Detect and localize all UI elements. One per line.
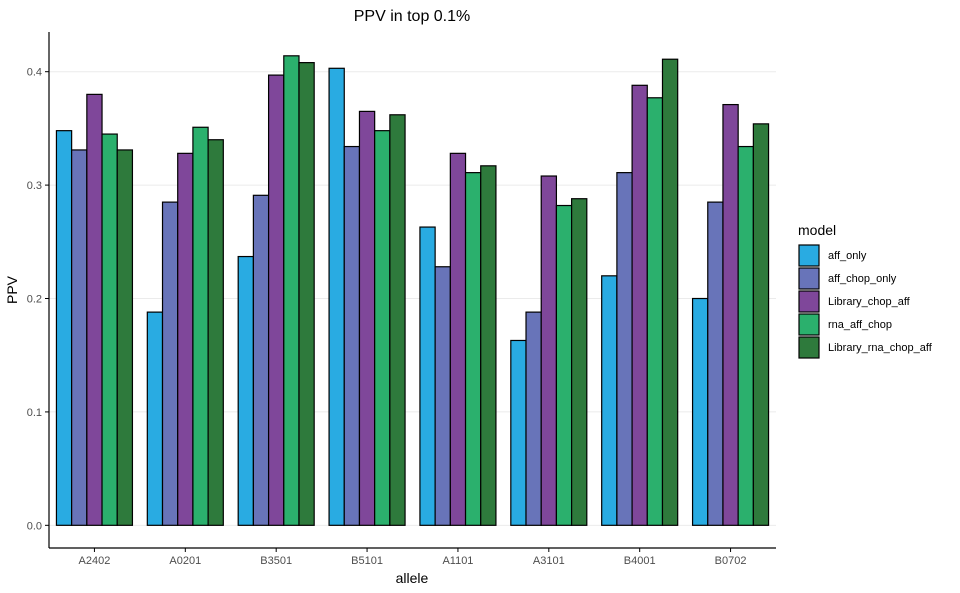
x-tick-label: B0702 (715, 555, 747, 567)
bar (737, 145, 754, 526)
bar (722, 103, 739, 526)
bar (328, 67, 345, 526)
bar (752, 123, 770, 526)
bar (101, 133, 118, 526)
x-tick-label: A2402 (79, 555, 111, 567)
bar (571, 198, 588, 526)
bar (207, 139, 224, 526)
legend-label: aff_only (828, 250, 867, 262)
legend-key (798, 290, 820, 313)
legend-label: aff_chop_only (828, 273, 897, 285)
bar (298, 62, 315, 526)
bar (601, 275, 618, 526)
bar (55, 130, 73, 526)
x-tick-label: B3501 (260, 555, 292, 567)
bar (555, 204, 573, 526)
x-axis-title: allele (396, 570, 429, 586)
bar (434, 266, 451, 526)
y-axis-ticks: 0.0 0.1 0.2 0.3 0.4 (27, 67, 49, 532)
y-tick-label: 0.0 (27, 520, 42, 532)
bar (389, 114, 406, 526)
legend-label: rna_aff_chop (828, 319, 892, 331)
legend-key (798, 313, 820, 336)
chart-title: PPV in top 0.1% (354, 8, 471, 25)
x-axis-ticks: A2402 A0201 B3501 B5101 A1101 A3101 B4001 B0702 (79, 548, 747, 567)
bar (116, 149, 134, 526)
x-tick-label: B5101 (351, 555, 383, 567)
x-tick-label: A1101 (442, 555, 473, 567)
y-tick-label: 0.3 (27, 180, 42, 192)
x-tick-label: A3101 (533, 555, 565, 567)
bar (71, 149, 88, 526)
bar (661, 58, 679, 526)
y-axis-title: PPV (4, 275, 20, 304)
bar (646, 97, 664, 526)
x-tick-label: A0201 (169, 555, 201, 567)
bar (480, 165, 497, 526)
bar (449, 152, 467, 526)
bar (192, 126, 209, 526)
bars (55, 55, 770, 526)
legend-key (798, 267, 820, 290)
bar (358, 110, 376, 526)
legend-title: model (798, 222, 836, 238)
bar (419, 226, 436, 526)
x-tick-label: B4001 (624, 555, 656, 567)
bar (237, 255, 254, 526)
bar (540, 175, 558, 526)
bar (283, 55, 300, 526)
legend-label: Library_rna_chop_aff (828, 342, 933, 354)
bar (691, 297, 709, 526)
legend-key (798, 336, 820, 359)
legend-key (798, 244, 820, 267)
y-tick-label: 0.1 (27, 407, 42, 419)
bar (161, 201, 179, 526)
y-tick-label: 0.4 (27, 67, 42, 79)
bar (343, 145, 361, 526)
y-tick-label: 0.2 (27, 294, 42, 306)
bar (631, 84, 648, 526)
bar (525, 311, 542, 526)
bar (146, 311, 164, 526)
bar (707, 201, 724, 526)
bar (177, 152, 194, 526)
bar (464, 172, 482, 526)
bar (86, 93, 103, 526)
bar (616, 172, 633, 526)
bar (374, 130, 391, 526)
bar (510, 339, 527, 526)
bar (267, 74, 285, 526)
bar (252, 194, 270, 526)
legend-label: Library_chop_aff (828, 296, 911, 308)
legend: model aff_only aff_chop_only Library_chop_… (798, 222, 933, 359)
